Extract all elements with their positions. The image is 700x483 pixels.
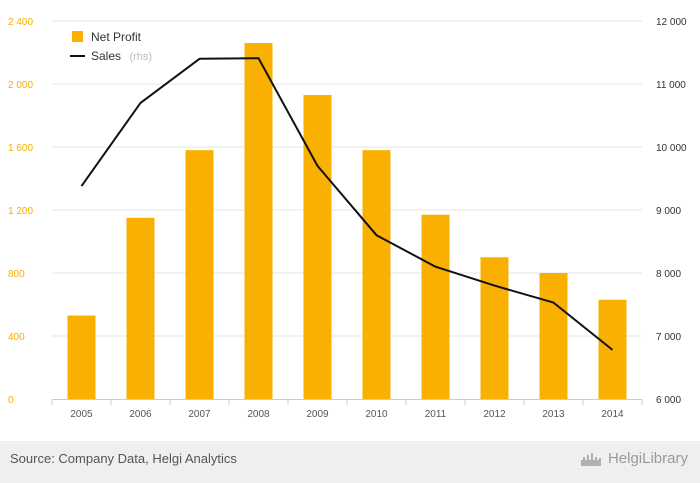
legend-swatch-net-profit [72, 31, 83, 42]
right-tick-label: 8 000 [656, 269, 681, 280]
sales-line-layer [80, 57, 614, 351]
x-tick-label: 2007 [188, 409, 211, 420]
left-tick-label: 800 [8, 269, 25, 280]
x-tick-label: 2009 [306, 409, 329, 420]
x-tick-label: 2008 [247, 409, 270, 420]
source-note: Source: Company Data, Helgi Analytics [10, 451, 237, 466]
skyline-logo-icon [580, 453, 601, 467]
right-axis: 6 000 7 000 8 000 9 000 10 000 11 000 12 000 [656, 17, 687, 406]
bar-net-profit [67, 315, 96, 399]
left-tick-label: 0 [8, 395, 14, 406]
footer: Source: Company Data, Helgi Analytics He… [0, 441, 700, 483]
left-tick-label: 2 000 [8, 80, 33, 91]
legend-label-sales-note: (rhs) [129, 51, 152, 63]
left-axis: 0 400 800 1 200 1 600 2 000 2 400 [8, 17, 33, 406]
left-tick-label: 400 [8, 332, 25, 343]
bar-net-profit [303, 95, 332, 400]
left-tick-label: 2 400 [8, 17, 33, 28]
sales-line [80, 57, 614, 351]
bar-net-profit [362, 150, 391, 399]
legend-label-net-profit: Net Profit [91, 30, 142, 44]
left-tick-label: 1 600 [8, 143, 33, 154]
right-tick-label: 11 000 [656, 80, 686, 91]
legend-label-sales-name: Sales [91, 49, 121, 63]
chart: 0 400 800 1 200 1 600 2 000 2 400 6 000 7 000 8 … [8, 17, 687, 420]
right-tick-label: 10 000 [656, 143, 687, 154]
right-tick-label: 9 000 [656, 206, 681, 217]
x-tick-label: 2012 [483, 409, 506, 420]
x-tick-label: 2006 [129, 409, 152, 420]
x-axis: 2005 2006 2007 2008 2009 2010 2011 2012 2013 2014 [51, 399, 643, 420]
net-profit-bars [67, 43, 627, 400]
bar-net-profit [126, 217, 155, 399]
bar-net-profit [244, 43, 273, 400]
x-tick-label: 2010 [365, 409, 388, 420]
legend-label-sales: Sales (rhs) [91, 47, 152, 64]
legend: Net Profit Sales (rhs) [70, 30, 152, 64]
x-tick-label: 2005 [70, 409, 93, 420]
x-tick-label: 2011 [425, 409, 447, 420]
x-tick-label: 2014 [601, 409, 624, 420]
brand-logo[interactable]: HelgiLibrary [580, 450, 688, 467]
bar-net-profit [480, 257, 509, 399]
bar-net-profit [185, 150, 214, 399]
left-tick-label: 1 200 [8, 206, 33, 217]
right-tick-label: 7 000 [656, 332, 681, 343]
x-tick-label: 2013 [542, 409, 565, 420]
right-tick-label: 6 000 [656, 395, 681, 406]
brand-name: HelgiLibrary [607, 450, 688, 467]
bar-net-profit [421, 214, 450, 399]
bar-net-profit [539, 273, 568, 399]
right-tick-label: 12 000 [656, 17, 687, 28]
